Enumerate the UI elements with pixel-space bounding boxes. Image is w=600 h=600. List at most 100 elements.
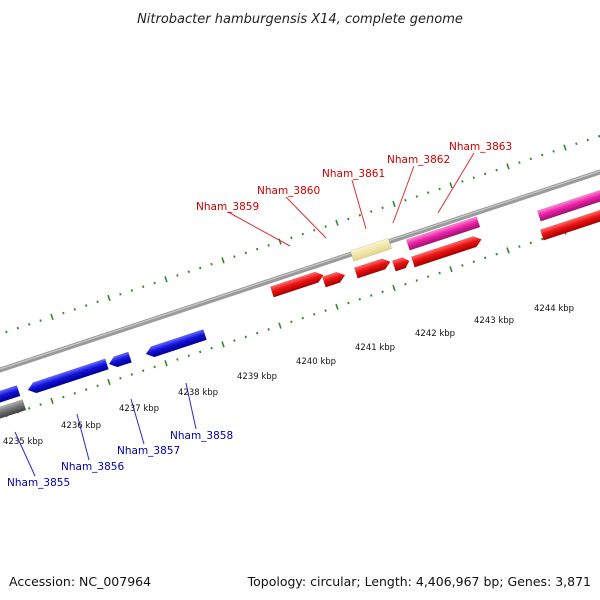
major-tick — [221, 257, 225, 264]
scale-label: 4235 kbp — [3, 437, 43, 447]
minor-tick — [267, 244, 270, 247]
gene-features — [0, 188, 600, 422]
minor-tick — [324, 309, 327, 312]
minor-tick — [130, 289, 133, 292]
minor-tick — [85, 304, 88, 307]
forward-tick-row — [5, 134, 600, 334]
minor-tick — [176, 358, 179, 361]
gene-shape — [410, 236, 482, 268]
minor-tick — [153, 365, 156, 369]
minor-tick — [210, 346, 213, 350]
scale-labels: 4235 kbp 4236 kbp 4237 kbp 4238 kbp 4239 kbp… — [3, 304, 574, 447]
minor-tick — [301, 316, 304, 320]
minor-tick — [552, 149, 555, 153]
leader-line — [392, 165, 415, 224]
minor-tick — [427, 275, 430, 279]
leader-line — [14, 431, 36, 477]
gene-arrow-nham3859 — [269, 271, 324, 298]
minor-tick — [5, 330, 8, 334]
gene-shape — [536, 188, 600, 222]
minor-tick — [358, 297, 361, 301]
major-tick — [449, 182, 453, 189]
leader-line — [437, 152, 475, 214]
major-tick — [221, 341, 225, 348]
minor-tick — [495, 168, 498, 172]
gene-label-forward: Nham_3862 — [387, 154, 450, 166]
backbone-line — [0, 169, 600, 373]
minor-tick — [438, 271, 441, 275]
gene-arrow-nham3861 — [353, 258, 391, 279]
scale-label: 4239 kbp — [237, 372, 277, 382]
major-tick — [278, 322, 282, 329]
major-tick — [335, 219, 339, 226]
major-tick — [164, 360, 168, 367]
gene-shape — [108, 351, 132, 368]
gene-label-forward: Nham_3861 — [322, 168, 385, 180]
minor-tick — [358, 213, 361, 217]
leader-line — [285, 196, 327, 239]
genome-backbone — [0, 169, 600, 373]
minor-tick — [347, 301, 350, 305]
minor-tick — [85, 388, 88, 391]
minor-tick — [347, 217, 350, 221]
scale-label: 4236 kbp — [61, 421, 101, 431]
minor-tick — [518, 161, 521, 164]
gene-box-magenta-2 — [536, 188, 600, 222]
major-tick — [107, 378, 111, 386]
gene-label-reverse: Nham_3858 — [170, 430, 233, 442]
minor-tick — [381, 206, 384, 210]
minor-tick — [199, 266, 202, 270]
gene-label-forward: Nham_3859 — [196, 201, 259, 213]
backbone-highlight — [0, 170, 600, 370]
minor-tick — [39, 403, 42, 406]
minor-tick — [73, 307, 76, 311]
minor-tick — [187, 354, 190, 358]
major-tick — [506, 163, 510, 170]
major-tick — [107, 294, 111, 302]
scale-label: 4240 kbp — [296, 357, 336, 367]
gene-box-pale — [349, 237, 393, 262]
minor-tick — [415, 195, 418, 198]
minor-tick — [142, 369, 145, 373]
gene-shape — [269, 271, 324, 298]
minor-tick — [39, 319, 42, 322]
scale-label: 4244 kbp — [534, 304, 574, 314]
gene-box-magenta — [405, 216, 481, 251]
minor-tick — [461, 180, 464, 183]
gene-shape — [145, 328, 207, 358]
minor-tick — [518, 245, 521, 248]
gene-shape — [539, 209, 600, 241]
minor-tick — [495, 252, 498, 256]
major-tick — [392, 200, 396, 208]
gene-label-forward: Nham_3863 — [449, 141, 512, 153]
accession-text: Accession: NC_007964 — [9, 574, 151, 589]
minor-tick — [187, 270, 190, 274]
minor-tick — [313, 312, 316, 316]
gene-labels: Nham_3859Nham_3860Nham_3861Nham_3862Nham… — [7, 141, 512, 489]
minor-tick — [438, 187, 441, 191]
major-tick — [335, 303, 339, 310]
minor-tick — [153, 281, 156, 285]
minor-tick — [267, 328, 270, 331]
minor-tick — [575, 142, 578, 146]
minor-tick — [301, 232, 304, 236]
gene-arrow-nham3860 — [321, 271, 346, 288]
minor-tick — [16, 326, 19, 330]
minor-tick — [529, 241, 532, 245]
leader-line — [351, 179, 367, 230]
minor-tick — [484, 172, 487, 176]
scale-label: 4237 kbp — [119, 404, 159, 414]
minor-tick — [427, 191, 430, 195]
gene-shape — [349, 237, 393, 262]
gene-label-forward: Nham_3860 — [257, 185, 320, 197]
scale-label: 4241 kbp — [355, 343, 395, 353]
gene-arrow-nham3858 — [145, 328, 207, 358]
gene-shape — [0, 399, 27, 422]
gene-shape — [321, 271, 346, 288]
minor-tick — [313, 228, 316, 232]
scale-label: 4243 kbp — [474, 316, 514, 326]
gene-arrow-nham3863 — [410, 236, 482, 268]
minor-tick — [404, 198, 407, 202]
gene-arrow-nham3862a — [391, 257, 410, 272]
